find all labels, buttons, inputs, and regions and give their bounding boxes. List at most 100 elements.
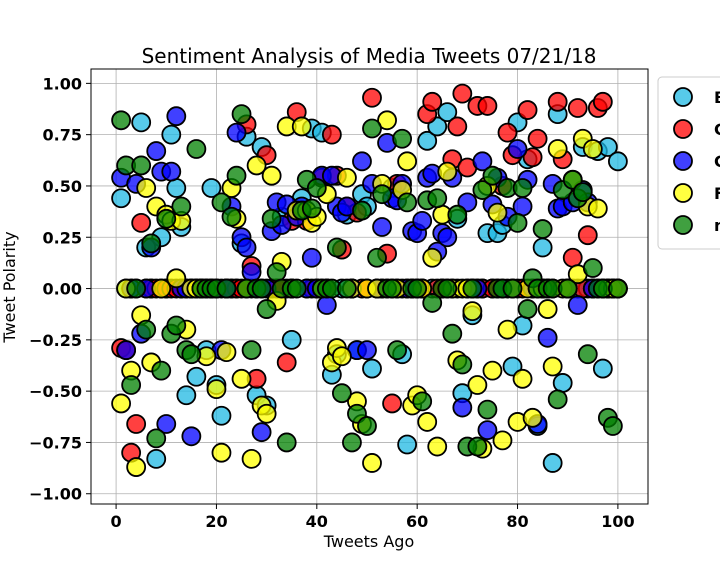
data-point <box>512 178 533 198</box>
data-point <box>437 102 458 122</box>
data-point <box>332 346 352 367</box>
data-point <box>246 155 267 176</box>
data-point <box>532 219 553 239</box>
data-point <box>532 237 553 258</box>
data-point <box>151 278 172 299</box>
data-point <box>151 360 172 381</box>
data-point <box>316 295 337 315</box>
data-point <box>472 180 493 200</box>
data-point <box>131 212 152 233</box>
data-point <box>382 393 402 414</box>
data-point <box>367 247 387 268</box>
data-point <box>482 360 503 381</box>
data-point <box>382 278 402 299</box>
data-point <box>211 442 232 463</box>
y-axis-title: Tweet Polarity <box>0 231 19 343</box>
data-point <box>141 233 162 254</box>
legend-marker <box>673 87 693 107</box>
data-point <box>146 428 167 449</box>
legend-marker <box>673 151 693 171</box>
plot-frame <box>90 68 649 505</box>
data-point <box>256 299 277 319</box>
data-point <box>372 184 392 205</box>
data-point <box>592 91 613 112</box>
data-point <box>557 278 578 299</box>
data-point <box>136 319 157 340</box>
data-point <box>111 393 132 414</box>
data-point <box>602 416 623 436</box>
y-tick-label: −1.00 <box>29 485 82 504</box>
data-point <box>427 188 448 209</box>
data-point <box>542 356 563 377</box>
data-point <box>547 389 568 410</box>
data-point <box>567 295 588 315</box>
data-point <box>306 178 327 198</box>
data-point <box>497 122 518 143</box>
y-tick-label: 0.00 <box>43 280 82 299</box>
data-point <box>121 375 142 395</box>
data-point <box>326 237 347 258</box>
data-point <box>216 342 237 363</box>
legend-label: n <box>714 216 720 235</box>
data-points <box>111 83 628 477</box>
data-point <box>472 151 493 172</box>
data-point <box>407 278 428 299</box>
data-point <box>221 206 242 227</box>
data-point <box>176 385 197 406</box>
data-point <box>522 407 543 428</box>
data-point <box>442 323 463 344</box>
data-point <box>161 161 182 182</box>
data-point <box>507 212 528 233</box>
x-tick-label: 20 <box>205 512 227 531</box>
data-point <box>462 278 483 299</box>
x-tick-label: 40 <box>306 512 328 531</box>
legend-marker <box>673 215 693 235</box>
y-tick-label: −0.50 <box>29 382 82 401</box>
data-point <box>437 227 458 248</box>
data-point <box>156 414 177 434</box>
data-point <box>427 436 448 457</box>
data-point <box>467 436 488 457</box>
legend-marker <box>673 119 693 139</box>
data-point <box>522 147 543 168</box>
data-point <box>547 91 568 112</box>
data-point <box>477 96 498 116</box>
data-point <box>492 430 513 451</box>
data-point <box>517 100 538 120</box>
data-point <box>206 379 227 399</box>
data-point <box>131 155 152 176</box>
data-point <box>321 124 342 145</box>
data-point <box>166 268 187 289</box>
data-point <box>241 340 262 361</box>
y-tick-label: 0.75 <box>43 126 82 145</box>
data-point <box>502 278 523 299</box>
data-point <box>146 141 167 161</box>
data-point <box>337 278 357 299</box>
data-point <box>512 368 533 389</box>
data-point <box>537 299 558 319</box>
data-point <box>497 319 518 340</box>
data-point <box>362 358 382 379</box>
data-point <box>547 139 568 159</box>
data-point <box>592 358 613 379</box>
data-point <box>166 315 187 336</box>
data-point <box>422 91 443 112</box>
data-point <box>241 262 262 283</box>
data-point <box>477 420 498 441</box>
data-point <box>577 225 598 246</box>
legend-label: C <box>714 120 720 139</box>
data-point <box>256 403 277 424</box>
data-point <box>537 327 558 348</box>
data-point <box>111 188 132 209</box>
data-point <box>397 434 418 455</box>
data-point <box>542 453 563 473</box>
data-point <box>362 453 382 473</box>
data-point <box>156 208 177 229</box>
chart-title: Sentiment Analysis of Media Tweets 07/21… <box>142 44 597 68</box>
data-point <box>231 104 252 125</box>
data-point <box>507 139 528 159</box>
data-point <box>477 399 498 420</box>
data-point <box>437 278 458 299</box>
data-point <box>512 196 533 217</box>
